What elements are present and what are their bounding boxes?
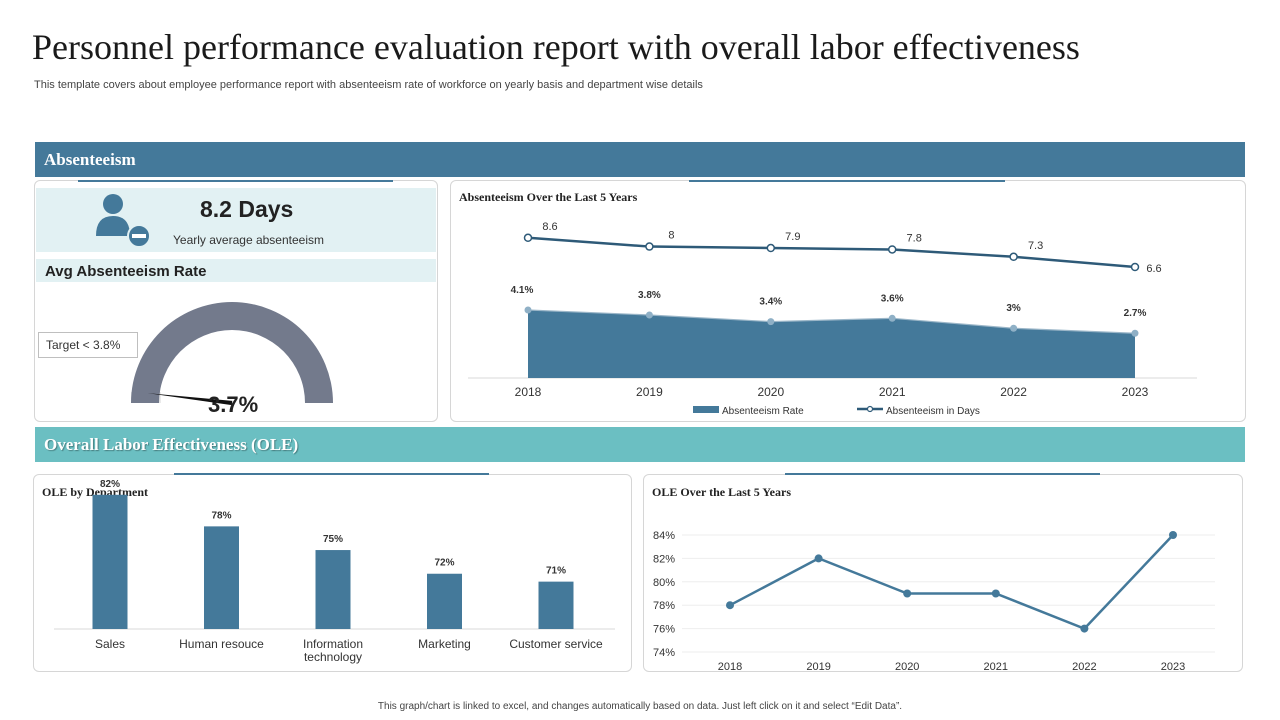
absenteeism-rate-point <box>1010 324 1018 332</box>
x-tick-label: 2020 <box>895 661 919 673</box>
absenteeism-rate-point <box>1131 329 1139 337</box>
absenteeism-days-label: 8 <box>668 230 674 242</box>
absenteeism-rate-label: 3.6% <box>881 293 904 304</box>
gauge-arc <box>131 302 333 403</box>
x-tick-label: 2019 <box>636 385 663 399</box>
x-tick-label: 2023 <box>1161 661 1185 673</box>
absenteeism-days-label: 7.8 <box>907 232 922 244</box>
department-value-label: 82% <box>100 479 120 490</box>
legend-marker-days <box>866 405 874 413</box>
department-bar <box>538 581 574 629</box>
legend-label-rate: Absenteeism Rate <box>722 406 804 417</box>
gauge-needle <box>147 393 233 406</box>
x-tick-label: 2022 <box>1000 385 1027 399</box>
x-tick-label: 2023 <box>1122 385 1149 399</box>
ole-trend-point <box>814 554 823 563</box>
absenteeism-rate-point <box>524 306 532 314</box>
ole-trend-panel <box>643 474 1243 672</box>
y-tick-label: 80% <box>653 577 675 589</box>
absenteeism-trend-panel <box>450 180 1246 422</box>
legend-label-days: Absenteeism in Days <box>886 406 980 417</box>
absenteeism-days-line <box>527 236 1136 269</box>
absenteeism-chart-title: Absenteeism Over the Last 5 Years <box>459 190 638 204</box>
absenteeism-rate-point <box>767 318 775 326</box>
ole-trend-line <box>729 534 1174 631</box>
absenteeism-days-label: 7.9 <box>785 231 800 243</box>
x-tick-label: 2022 <box>1072 661 1096 673</box>
page-subtitle: This template covers about employee perf… <box>34 79 703 91</box>
department-value-label: 78% <box>211 510 231 521</box>
kpi-value: 8.2 Days <box>200 196 294 222</box>
absenteeism-rate-outline <box>527 309 1136 334</box>
avg-rate-label: Avg Absenteeism Rate <box>45 263 207 280</box>
absenteeism-days-point <box>766 243 776 253</box>
absenteeism-rate-label: 3.4% <box>759 297 782 308</box>
absenteeism-rate-label: 2.7% <box>1124 308 1147 319</box>
absenteeism-rate-label: 3.8% <box>638 290 661 301</box>
department-bar <box>204 526 239 629</box>
ole-trend-point <box>903 589 912 598</box>
panel-accent-line <box>689 180 1005 182</box>
absenteeism-days-point <box>1009 252 1018 262</box>
ole-trend-point <box>726 601 734 610</box>
panel-accent-line <box>785 473 1100 475</box>
panel-accent-line <box>174 473 489 475</box>
rate-box <box>36 259 436 282</box>
panel-accent-line <box>78 180 393 182</box>
x-tick-label: 2021 <box>879 385 906 399</box>
legend-swatch-rate <box>693 406 719 413</box>
department-value-label: 71% <box>546 566 566 577</box>
y-tick-label: 74% <box>653 647 675 659</box>
department-category-label: Customer service <box>509 637 603 651</box>
department-category-label: Information technology <box>303 637 363 664</box>
page-title: Personnel performance evaluation report … <box>32 27 1080 67</box>
absenteeism-days-point <box>1130 262 1140 272</box>
department-category-label: Human resouce <box>179 637 264 651</box>
absenteeism-days-label: 6.6 <box>1146 263 1161 275</box>
ole-trend-point <box>1169 531 1177 539</box>
absenteeism-rate-label: 4.1% <box>511 285 534 296</box>
absenteeism-days-label: 7.3 <box>1028 240 1043 252</box>
x-tick-label: 2019 <box>806 661 830 673</box>
y-tick-label: 78% <box>653 600 675 612</box>
ole-trend-title: OLE Over the Last 5 Years <box>652 485 791 499</box>
ole-trend-point <box>991 589 1000 598</box>
absenteeism-days-label: 8.6 <box>542 221 557 233</box>
x-tick-label: 2021 <box>984 661 1008 673</box>
y-tick-label: 76% <box>653 624 675 636</box>
department-bar <box>315 550 351 629</box>
absenteeism-rate-label: 3% <box>1006 303 1021 314</box>
absenteeism-days-point <box>523 233 533 243</box>
target-callout: Target < 3.8% <box>38 332 138 358</box>
department-value-label: 72% <box>434 558 454 569</box>
x-tick-label: 2018 <box>515 385 542 399</box>
absenteeism-rate-point <box>645 311 653 319</box>
y-tick-label: 84% <box>653 530 675 542</box>
ole-section-header: Overall Labor Effectiveness (OLE) <box>35 427 1245 462</box>
absenteeism-rate-point <box>888 314 896 322</box>
ole-trend-point <box>1080 624 1089 633</box>
absenteeism-days-point <box>645 242 654 251</box>
footer-note: This graph/chart is linked to excel, and… <box>377 701 903 712</box>
absenteeism-section-header: Absenteeism <box>35 142 1245 177</box>
department-category-label: Marketing <box>418 637 471 651</box>
x-tick-label: 2020 <box>757 385 784 399</box>
kpi-label: Yearly average absenteeism <box>173 233 324 247</box>
absenteeism-rate-area <box>528 310 1135 378</box>
absenteeism-days-point <box>887 245 897 254</box>
department-category-label: Sales <box>95 637 125 651</box>
x-tick-label: 2018 <box>718 661 742 673</box>
gauge-value: 3.7% <box>208 392 259 417</box>
department-bar <box>92 494 128 629</box>
department-bar <box>427 573 462 629</box>
department-value-label: 75% <box>323 534 343 545</box>
y-tick-label: 82% <box>653 553 675 565</box>
